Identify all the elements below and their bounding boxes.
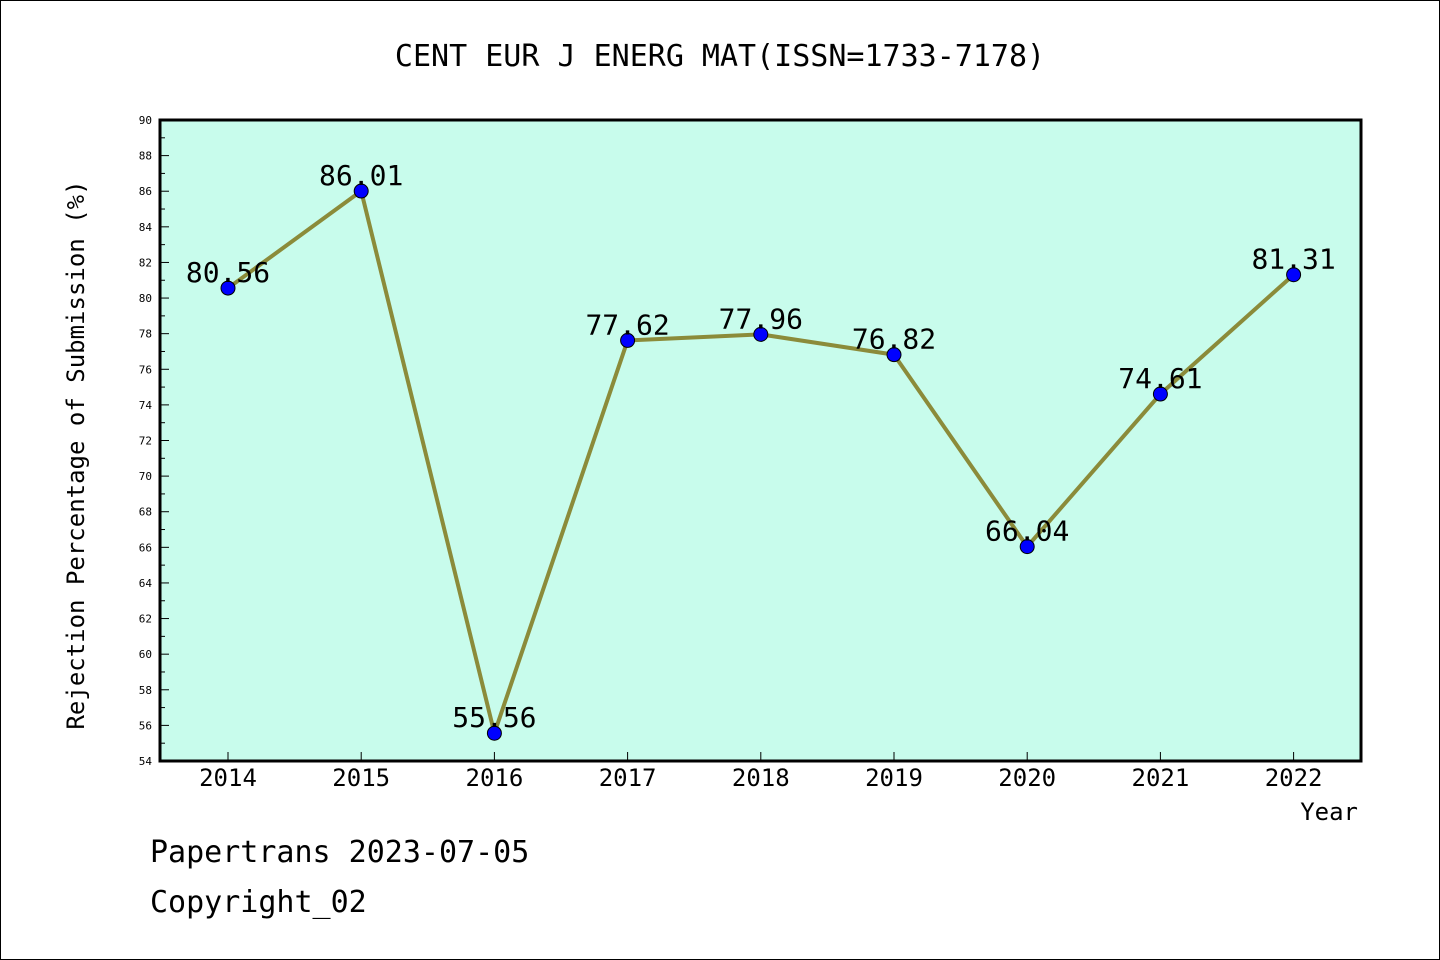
data-point — [886, 347, 902, 363]
data-label: 81.31 — [1251, 243, 1335, 276]
data-label: 77.62 — [585, 308, 669, 341]
footer-date-line: Papertrans 2023-07-05 — [150, 835, 530, 870]
y-axis-label: Rejection Percentage of Submission (%) — [62, 180, 90, 729]
footer-copyright-line: Copyright_02 — [150, 885, 367, 920]
data-point — [220, 280, 236, 296]
y-tick-label: 70 — [139, 470, 152, 483]
x-axis-ticks: 2014 2015 2016 2017 2018 2019 2020 2021 2022 — [199, 752, 1322, 792]
data-label: 76.82 — [852, 323, 936, 356]
x-tick-label: 2021 — [1132, 764, 1190, 792]
x-axis-label: Year — [1300, 798, 1358, 826]
y-tick-label: 64 — [139, 577, 153, 590]
data-point — [1152, 386, 1168, 402]
y-tick-label: 90 — [139, 114, 152, 127]
y-tick-label: 66 — [139, 541, 152, 554]
y-tick-label: 78 — [139, 328, 152, 341]
y-tick-label: 76 — [139, 363, 152, 376]
data-point — [620, 332, 636, 348]
y-tick-label: 86 — [139, 185, 152, 198]
x-tick-label: 2016 — [466, 764, 524, 792]
series-markers — [220, 183, 1302, 741]
data-label: 86.01 — [319, 159, 403, 192]
data-labels: 80.56 86.01 55.56 77.62 77.96 76.82 66.04 74.61… — [186, 159, 1336, 734]
x-tick-label: 2020 — [998, 764, 1056, 792]
data-point — [753, 326, 769, 342]
x-tick-label: 2018 — [732, 764, 790, 792]
plot-area — [158, 118, 1363, 763]
y-axis-ticks: 54 56 58 60 62 64 66 68 70 72 74 76 78 80 82 84 86 88 90 — [139, 114, 169, 768]
y-tick-label: 72 — [139, 435, 152, 448]
y-tick-label: 74 — [139, 399, 153, 412]
data-point — [486, 725, 502, 741]
y-tick-label: 58 — [139, 684, 152, 697]
y-tick-label: 68 — [139, 506, 152, 519]
y-tick-label: 80 — [139, 292, 152, 305]
x-tick-label: 2017 — [599, 764, 657, 792]
chart-title: CENT EUR J ENERG MAT(ISSN=1733-7178) — [395, 39, 1045, 74]
y-tick-label: 56 — [139, 719, 152, 732]
y-tick-label: 84 — [139, 221, 153, 234]
data-point — [353, 183, 369, 199]
y-tick-label: 62 — [139, 613, 152, 626]
x-tick-label: 2014 — [199, 764, 257, 792]
data-label: 80.56 — [186, 256, 270, 289]
y-tick-label: 88 — [139, 150, 152, 163]
x-tick-label: 2022 — [1265, 764, 1323, 792]
data-label: 77.96 — [719, 302, 803, 335]
y-tick-label: 82 — [139, 256, 152, 269]
y-tick-label: 54 — [139, 755, 153, 768]
data-point — [1019, 539, 1035, 555]
data-label: 55.56 — [452, 701, 536, 734]
x-tick-label: 2015 — [332, 764, 390, 792]
x-tick-label: 2019 — [865, 764, 923, 792]
data-point — [1286, 267, 1302, 283]
data-label: 66.04 — [985, 515, 1069, 548]
data-label: 74.61 — [1118, 362, 1202, 395]
y-tick-label: 60 — [139, 648, 152, 661]
